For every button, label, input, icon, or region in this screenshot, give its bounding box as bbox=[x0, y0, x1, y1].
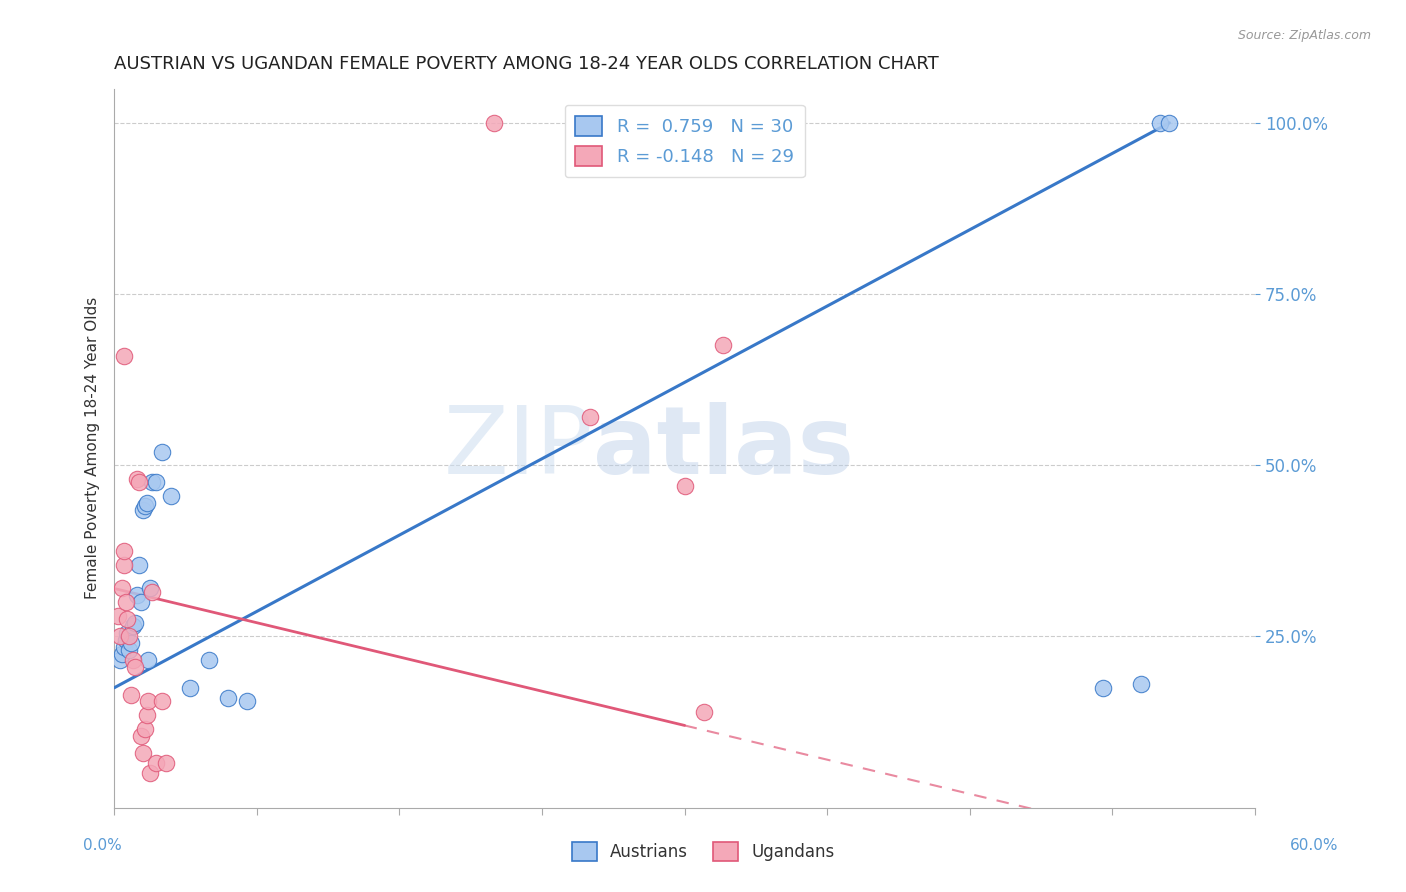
Point bbox=[111, 582, 134, 596]
Point bbox=[150, 444, 173, 458]
Point bbox=[145, 756, 167, 770]
Point bbox=[107, 608, 129, 623]
Point bbox=[125, 472, 148, 486]
Point bbox=[114, 632, 136, 647]
Point bbox=[125, 588, 148, 602]
Point bbox=[134, 722, 156, 736]
Point bbox=[122, 619, 145, 633]
Text: 60.0%: 60.0% bbox=[1291, 838, 1339, 853]
Point bbox=[1159, 116, 1181, 130]
Point bbox=[122, 653, 145, 667]
Point bbox=[112, 640, 135, 654]
Point bbox=[124, 660, 146, 674]
Point bbox=[108, 653, 131, 667]
Point bbox=[141, 585, 163, 599]
Point bbox=[135, 708, 157, 723]
Point bbox=[160, 489, 183, 503]
Point bbox=[111, 647, 134, 661]
Point bbox=[129, 729, 152, 743]
Text: AUSTRIAN VS UGANDAN FEMALE POVERTY AMONG 18-24 YEAR OLDS CORRELATION CHART: AUSTRIAN VS UGANDAN FEMALE POVERTY AMONG… bbox=[114, 55, 939, 73]
Point bbox=[692, 705, 714, 719]
Point bbox=[673, 479, 696, 493]
Point bbox=[134, 500, 156, 514]
Point bbox=[112, 349, 135, 363]
Point bbox=[118, 629, 141, 643]
Point bbox=[578, 410, 600, 425]
Point bbox=[108, 629, 131, 643]
Point bbox=[150, 694, 173, 708]
Point bbox=[198, 653, 221, 667]
Point bbox=[155, 756, 177, 770]
Point bbox=[217, 691, 239, 706]
Legend: Austrians, Ugandans: Austrians, Ugandans bbox=[565, 835, 841, 868]
Point bbox=[135, 496, 157, 510]
Point bbox=[1091, 681, 1114, 695]
Point bbox=[118, 643, 141, 657]
Point bbox=[129, 595, 152, 609]
Point bbox=[769, 116, 792, 130]
Point bbox=[132, 502, 155, 516]
Point bbox=[114, 595, 136, 609]
Point bbox=[179, 681, 201, 695]
Text: 0.0%: 0.0% bbox=[83, 838, 122, 853]
Point bbox=[711, 338, 734, 352]
Point bbox=[1149, 116, 1171, 130]
Point bbox=[117, 626, 139, 640]
Point bbox=[145, 475, 167, 490]
Point bbox=[112, 544, 135, 558]
Text: Source: ZipAtlas.com: Source: ZipAtlas.com bbox=[1237, 29, 1371, 42]
Point bbox=[139, 766, 162, 780]
Legend: R =  0.759   N = 30, R = -0.148   N = 29: R = 0.759 N = 30, R = -0.148 N = 29 bbox=[564, 104, 804, 178]
Point bbox=[139, 582, 162, 596]
Y-axis label: Female Poverty Among 18-24 Year Olds: Female Poverty Among 18-24 Year Olds bbox=[86, 297, 100, 599]
Point bbox=[236, 694, 259, 708]
Point bbox=[128, 558, 150, 572]
Point bbox=[124, 615, 146, 630]
Text: atlas: atlas bbox=[593, 402, 855, 494]
Point bbox=[138, 694, 160, 708]
Point bbox=[141, 475, 163, 490]
Text: ZIP: ZIP bbox=[444, 402, 593, 494]
Point bbox=[1129, 677, 1152, 691]
Point bbox=[120, 636, 142, 650]
Point bbox=[112, 558, 135, 572]
Point bbox=[128, 475, 150, 490]
Point bbox=[120, 688, 142, 702]
Point bbox=[117, 612, 139, 626]
Point bbox=[132, 746, 155, 760]
Point bbox=[484, 116, 506, 130]
Point bbox=[138, 653, 160, 667]
